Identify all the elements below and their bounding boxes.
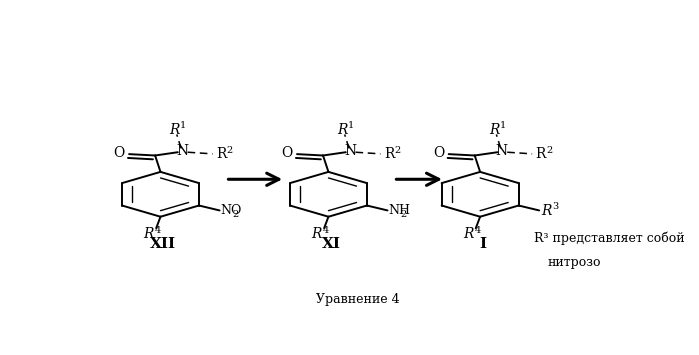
Text: O: O xyxy=(282,146,293,160)
Text: Уравнение 4: Уравнение 4 xyxy=(317,293,400,306)
Text: 3: 3 xyxy=(552,202,559,211)
Text: R: R xyxy=(216,147,226,161)
Text: 4: 4 xyxy=(154,226,161,235)
Text: 2: 2 xyxy=(395,146,401,155)
Text: R³ представляет собой: R³ представляет собой xyxy=(534,231,685,245)
Text: нитрозо: нитрозо xyxy=(548,256,601,269)
Text: XI: XI xyxy=(322,237,340,251)
Text: N: N xyxy=(344,144,356,158)
Text: 2: 2 xyxy=(401,210,407,219)
Text: R: R xyxy=(535,147,546,161)
Text: 1: 1 xyxy=(180,121,187,130)
Text: R: R xyxy=(542,204,552,218)
Text: 2: 2 xyxy=(226,146,233,155)
Text: I: I xyxy=(480,237,487,251)
Text: R: R xyxy=(489,122,500,137)
Text: 2: 2 xyxy=(547,146,553,155)
Text: 4: 4 xyxy=(323,226,329,235)
Text: R: R xyxy=(463,227,473,241)
Text: 1: 1 xyxy=(500,121,506,130)
Text: R: R xyxy=(311,227,322,241)
Text: NH: NH xyxy=(389,204,410,217)
Text: 2: 2 xyxy=(233,210,239,219)
Text: 1: 1 xyxy=(348,121,354,130)
Text: O: O xyxy=(433,146,445,160)
Text: N: N xyxy=(176,144,188,158)
Text: 4: 4 xyxy=(475,226,480,235)
Text: R: R xyxy=(338,122,348,137)
Text: XII: XII xyxy=(150,237,176,251)
Text: R: R xyxy=(384,147,394,161)
Text: R: R xyxy=(143,227,154,241)
Text: O: O xyxy=(114,146,125,160)
Text: NO: NO xyxy=(221,204,242,217)
Text: N: N xyxy=(496,144,508,158)
Text: R: R xyxy=(169,122,180,137)
